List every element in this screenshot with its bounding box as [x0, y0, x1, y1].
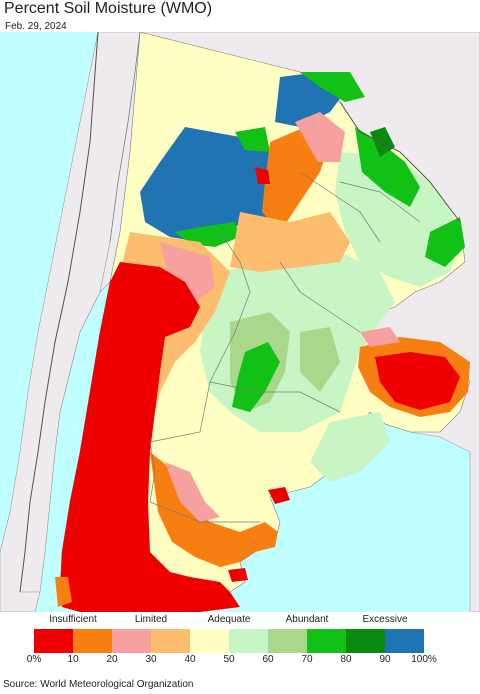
zone-n-pink: [295, 112, 345, 162]
country-borders: [19, 32, 461, 593]
legend-category-label: Abundant: [285, 614, 329, 625]
map-date: Feb. 29, 2024: [5, 21, 67, 32]
zone-e-pink: [360, 327, 400, 347]
legend-category-label: Limited: [134, 614, 168, 625]
legend-swatch: [268, 629, 307, 653]
soil-moisture-map: [0, 32, 480, 612]
legend-tick-label: 0%: [26, 654, 42, 665]
legend-tick-label: 50: [223, 654, 235, 665]
legend-tick-label: 70: [301, 654, 313, 665]
legend-swatch: [307, 629, 346, 653]
legend-category-label: Adequate: [207, 614, 251, 625]
map-title: Percent Soil Moisture (WMO): [4, 0, 213, 17]
legend-tick-label: 60: [262, 654, 274, 665]
legend-swatch: [34, 629, 73, 653]
zone-nw-green-rim2: [235, 127, 270, 152]
legend-tick-label: 10: [67, 654, 79, 665]
zone-nw-red-dot: [255, 167, 270, 184]
legend-swatch: [73, 629, 112, 653]
zone-ne-green-2: [425, 217, 465, 267]
legend-swatch: [346, 629, 385, 653]
zone-bright-green-center: [232, 342, 280, 412]
legend-swatch: [385, 629, 424, 653]
legend-swatch: [112, 629, 151, 653]
legend-tick-label: 20: [106, 654, 118, 665]
legend-tick-label: 80: [340, 654, 352, 665]
zone-sw-pink-edge: [165, 462, 220, 522]
zone-w-pink: [160, 242, 215, 302]
legend-category-label: Excessive: [362, 614, 408, 625]
legend-tick-label: 30: [145, 654, 157, 665]
zone-south-tip-orange: [55, 577, 72, 607]
legend-swatch: [229, 629, 268, 653]
legend-tick-label: 90: [379, 654, 391, 665]
province-borders: [109, 32, 421, 523]
zone-nw-blue: [140, 127, 285, 242]
zone-south-tip: [228, 568, 248, 582]
zone-w-red: [60, 262, 230, 592]
legend-swatch: [151, 629, 190, 653]
legend-swatch: [190, 629, 229, 653]
zone-ne-green-1: [355, 127, 420, 207]
legend-tick-label: 40: [184, 654, 196, 665]
zone-w-orange-edge: [150, 452, 278, 567]
zone-n-green: [300, 72, 365, 102]
zone-e-red: [375, 352, 460, 410]
legend-tick-label: 100%: [411, 654, 437, 665]
zone-ne-darkgreen: [370, 127, 395, 157]
source-credit: Source: World Meteorological Organizatio…: [3, 679, 194, 690]
zone-green-70b: [300, 327, 340, 392]
zone-light-green-east: [310, 412, 390, 482]
zone-south-island: [60, 587, 240, 612]
legend: Insufficient Limited Adequate Abundant Exces…: [26, 614, 450, 665]
legend-category-label: Insufficient: [49, 614, 97, 625]
zone-n-lightorange: [230, 212, 350, 272]
zone-coast-red: [268, 487, 290, 504]
